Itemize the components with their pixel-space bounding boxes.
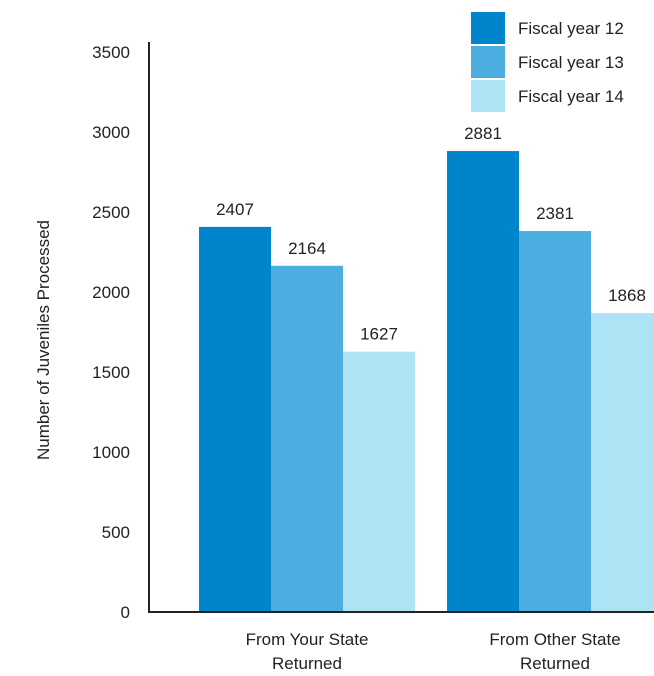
bar-value-label: 1627 [360, 325, 398, 344]
legend-label: Fiscal year 12 [518, 19, 624, 38]
legend-label: Fiscal year 13 [518, 53, 624, 72]
bar [591, 313, 654, 612]
y-axis-ticks: 0 500 1000 1500 2000 2500 3000 3500 [92, 43, 130, 622]
legend: Fiscal year 12 Fiscal year 13 Fiscal year … [471, 12, 624, 112]
legend-swatch [471, 12, 505, 44]
y-tick-label: 3500 [92, 43, 130, 62]
bar-value-label: 2164 [288, 239, 326, 258]
bar [199, 226, 271, 612]
bar-value-label: 2881 [464, 124, 502, 143]
data-labels-group: 2407 2881 2164 2381 1627 1868 [216, 124, 646, 344]
bar [519, 231, 591, 613]
y-tick-label: 500 [102, 523, 130, 542]
y-tick-label: 1000 [92, 443, 130, 462]
bar-value-label: 2381 [536, 204, 574, 223]
legend-swatch [471, 46, 505, 78]
legend-swatch [471, 80, 505, 112]
axes-group [148, 42, 654, 613]
legend-label: Fiscal year 14 [518, 87, 624, 106]
bar [447, 151, 519, 613]
bar [271, 265, 343, 612]
category-label: From Your State [246, 630, 369, 649]
category-label: Returned [520, 654, 590, 673]
y-axis-title: Number of Juveniles Processed [34, 220, 53, 460]
category-label: From Other State [489, 630, 620, 649]
y-tick-label: 1500 [92, 363, 130, 382]
y-tick-label: 3000 [92, 123, 130, 142]
y-tick-label: 2000 [92, 283, 130, 302]
y-tick-label: 2500 [92, 203, 130, 222]
category-labels-group: From Your State Returned From Other State R… [246, 630, 621, 673]
y-tick-label: 0 [121, 603, 130, 622]
category-label: Returned [272, 654, 342, 673]
bar-value-label: 1868 [608, 286, 646, 305]
y-axis-title-group: Number of Juveniles Processed [34, 220, 53, 460]
bar [343, 351, 415, 612]
bars-group [199, 151, 654, 613]
bar-value-label: 2407 [216, 200, 254, 219]
